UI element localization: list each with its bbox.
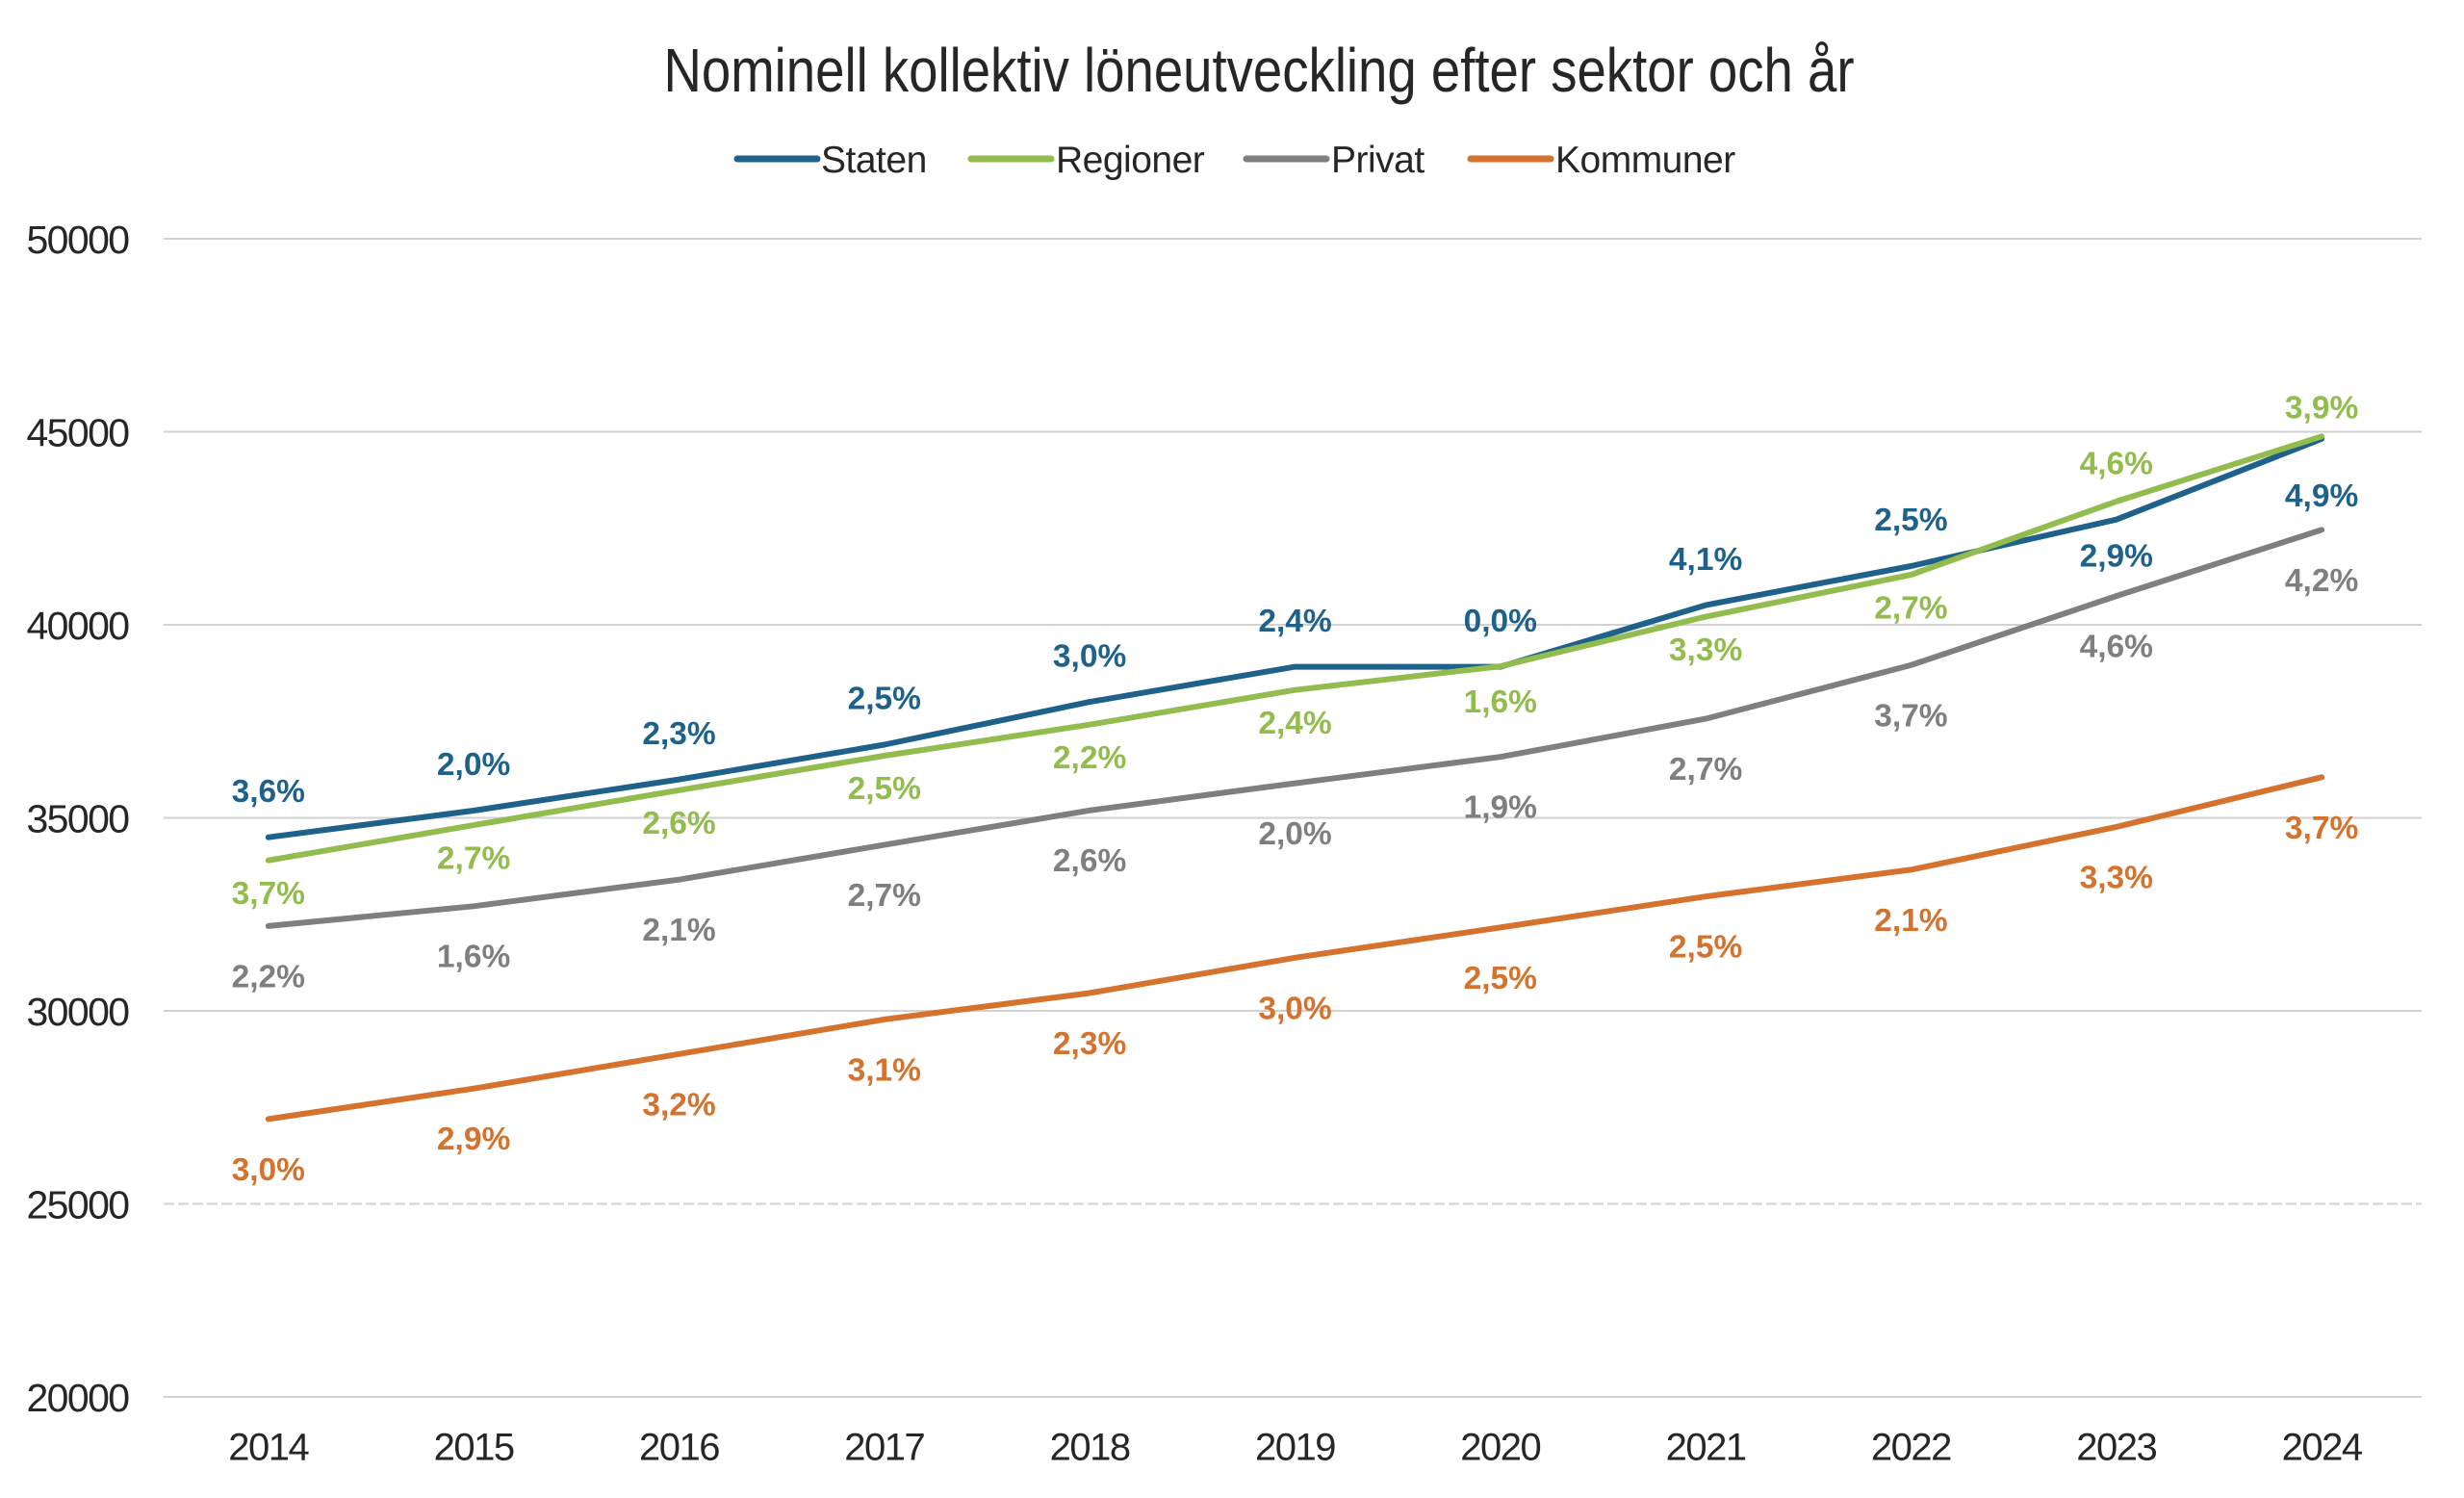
- svg-text:2020: 2020: [1460, 1427, 1540, 1469]
- svg-text:3,3%: 3,3%: [1669, 633, 1742, 668]
- svg-text:50000: 50000: [26, 218, 129, 262]
- svg-text:40000: 40000: [26, 604, 129, 648]
- svg-text:2,2%: 2,2%: [232, 959, 305, 994]
- svg-text:2022: 2022: [1871, 1427, 1951, 1469]
- svg-text:2,4%: 2,4%: [1258, 604, 1331, 639]
- svg-text:2021: 2021: [1666, 1427, 1746, 1469]
- svg-text:2,7%: 2,7%: [1874, 590, 1947, 626]
- svg-text:2,5%: 2,5%: [1874, 503, 1947, 538]
- svg-text:2,9%: 2,9%: [2080, 539, 2153, 575]
- svg-text:2,1%: 2,1%: [1874, 903, 1947, 939]
- svg-text:4,2%: 4,2%: [2285, 563, 2358, 599]
- svg-text:2,7%: 2,7%: [1669, 752, 1742, 788]
- svg-text:3,7%: 3,7%: [232, 876, 305, 912]
- svg-text:4,1%: 4,1%: [1669, 542, 1742, 578]
- svg-text:2,4%: 2,4%: [1258, 706, 1331, 741]
- svg-text:3,7%: 3,7%: [1874, 698, 1947, 734]
- svg-text:2,5%: 2,5%: [848, 771, 921, 807]
- svg-text:2,5%: 2,5%: [848, 682, 921, 717]
- svg-text:3,7%: 3,7%: [2285, 811, 2358, 846]
- svg-text:35000: 35000: [26, 796, 129, 840]
- svg-text:2,6%: 2,6%: [1053, 843, 1126, 879]
- svg-text:3,0%: 3,0%: [1258, 991, 1331, 1026]
- svg-text:4,6%: 4,6%: [2080, 447, 2153, 482]
- svg-text:30000: 30000: [26, 990, 129, 1034]
- svg-text:2014: 2014: [228, 1427, 309, 1469]
- svg-text:2024: 2024: [2282, 1427, 2363, 1469]
- svg-text:2023: 2023: [2076, 1427, 2156, 1469]
- svg-text:2,5%: 2,5%: [1464, 961, 1537, 996]
- svg-text:4,9%: 4,9%: [2285, 478, 2358, 514]
- svg-text:0,0%: 0,0%: [1464, 604, 1537, 639]
- svg-text:4,6%: 4,6%: [2080, 630, 2153, 665]
- svg-text:2017: 2017: [844, 1427, 924, 1469]
- svg-text:2,5%: 2,5%: [1669, 930, 1742, 966]
- svg-text:20000: 20000: [26, 1376, 129, 1420]
- svg-text:Nominell kollektiv löneutveckl: Nominell kollektiv löneutveckling efter …: [664, 36, 1855, 105]
- svg-text:2019: 2019: [1255, 1427, 1335, 1469]
- svg-text:45000: 45000: [26, 410, 129, 454]
- svg-text:Staten: Staten: [821, 140, 927, 181]
- svg-text:1,9%: 1,9%: [1464, 790, 1537, 826]
- svg-text:1,6%: 1,6%: [437, 940, 510, 975]
- svg-text:2,6%: 2,6%: [642, 806, 715, 841]
- svg-text:2,7%: 2,7%: [848, 878, 921, 914]
- svg-text:2,0%: 2,0%: [437, 747, 510, 783]
- svg-text:2016: 2016: [639, 1427, 719, 1469]
- svg-text:3,3%: 3,3%: [2080, 860, 2153, 895]
- svg-text:3,0%: 3,0%: [1053, 638, 1126, 674]
- svg-text:1,6%: 1,6%: [1464, 684, 1537, 720]
- svg-text:2015: 2015: [434, 1427, 514, 1469]
- svg-text:2,7%: 2,7%: [437, 840, 510, 876]
- svg-text:3,2%: 3,2%: [642, 1087, 715, 1123]
- svg-text:25000: 25000: [26, 1182, 129, 1227]
- svg-text:3,9%: 3,9%: [2285, 391, 2358, 426]
- svg-text:2,0%: 2,0%: [1258, 816, 1331, 852]
- svg-text:Privat: Privat: [1331, 140, 1424, 181]
- svg-text:3,6%: 3,6%: [232, 774, 305, 810]
- svg-text:2,9%: 2,9%: [437, 1122, 510, 1157]
- svg-text:3,0%: 3,0%: [232, 1152, 305, 1188]
- svg-text:2,1%: 2,1%: [642, 913, 715, 948]
- svg-text:Regioner: Regioner: [1056, 140, 1205, 181]
- svg-text:Kommuner: Kommuner: [1555, 140, 1735, 181]
- svg-text:2,2%: 2,2%: [1053, 740, 1126, 776]
- svg-text:2018: 2018: [1050, 1427, 1130, 1469]
- svg-text:3,1%: 3,1%: [848, 1052, 921, 1088]
- svg-text:2,3%: 2,3%: [642, 716, 715, 752]
- svg-text:2,3%: 2,3%: [1053, 1026, 1126, 1062]
